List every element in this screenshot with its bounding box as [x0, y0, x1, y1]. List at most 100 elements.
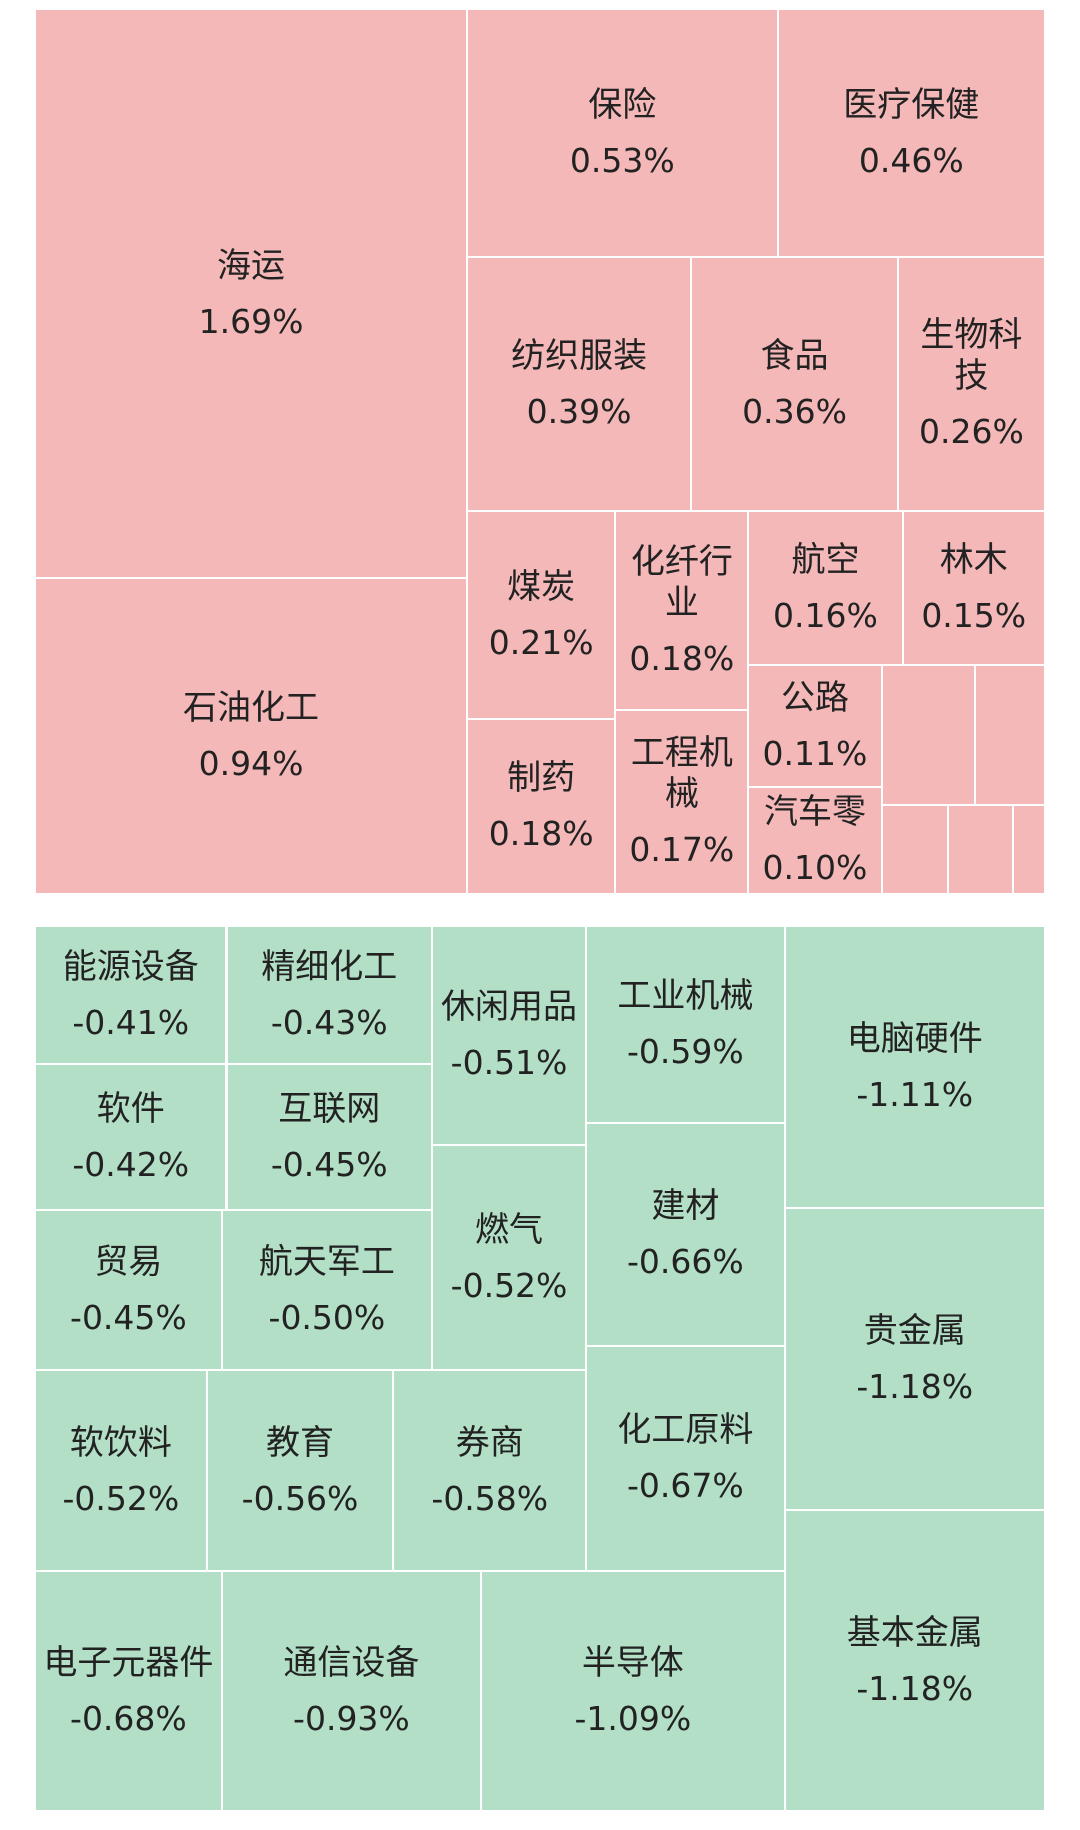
tile-label: 半导体	[581, 1643, 684, 1684]
tile-value: -0.67%	[626, 1466, 744, 1506]
tile-label: 海运	[217, 245, 286, 286]
tile-value: -1.11%	[856, 1074, 974, 1114]
tile-label: 公路	[780, 677, 849, 718]
tile-label: 食品	[760, 335, 829, 376]
tile: 通信设备 -0.93%	[221, 1570, 482, 1812]
tile-value: -0.68%	[70, 1699, 187, 1739]
tile-value: -0.41%	[72, 1002, 190, 1042]
tile: 基本金属 -1.18%	[784, 1510, 1045, 1812]
tile-label: 汽车零	[763, 792, 866, 833]
tile-label: 石油化工	[183, 687, 320, 728]
tile: 海运 1.69%	[35, 9, 468, 578]
tile-label: 教育	[266, 1422, 335, 1463]
tile-label: 医疗保健	[843, 85, 980, 126]
tile-value: 0.36%	[742, 391, 847, 431]
tile-value: 0.21%	[488, 623, 594, 663]
tile-label: 化纤行业	[630, 541, 733, 623]
tile-label: 电脑硬件	[846, 1018, 983, 1059]
tile-value: 0.11%	[762, 733, 868, 773]
tile-value: 0.18%	[629, 638, 735, 678]
tile-value: 0.16%	[773, 596, 878, 636]
tile: 软饮料 -0.52%	[35, 1370, 207, 1571]
tile-value: -0.45%	[70, 1298, 187, 1338]
tile-value: -0.56%	[241, 1478, 359, 1518]
tile-label: 林木	[939, 540, 1008, 581]
tile-label: 工业机械	[617, 976, 754, 1017]
tile-label: 保险	[588, 85, 657, 126]
tile: 互联网 -0.45%	[226, 1064, 432, 1211]
tile: 休闲用品 -0.51%	[432, 925, 587, 1145]
tile: 医疗保健 0.46%	[777, 9, 1045, 257]
tile: 化工原料 -0.67%	[586, 1345, 785, 1571]
tile-value: -0.59%	[626, 1032, 744, 1072]
tile-value: -1.18%	[856, 1668, 974, 1708]
tile-label: 贵金属	[863, 1311, 966, 1352]
tile-label: 贸易	[94, 1242, 163, 1283]
tile-unlabeled	[881, 805, 949, 894]
tile-label: 燃气	[475, 1209, 544, 1250]
tile-unlabeled	[881, 665, 975, 806]
tile-label: 纺织服装	[511, 335, 648, 376]
tile-value: -0.52%	[450, 1265, 568, 1305]
tile: 能源设备 -0.41%	[35, 925, 227, 1065]
tile: 贸易 -0.45%	[35, 1210, 222, 1371]
tile-value: -1.18%	[856, 1367, 974, 1407]
tile-value: -0.50%	[268, 1298, 386, 1338]
tile-value: 0.39%	[526, 391, 632, 431]
tile: 纺织服装 0.39%	[467, 256, 692, 512]
tile: 航天军工 -0.50%	[221, 1210, 432, 1371]
tile-label: 互联网	[278, 1089, 381, 1130]
tile-label: 建材	[651, 1186, 720, 1227]
tile-label: 券商	[455, 1422, 524, 1463]
tile-label: 航空	[791, 540, 860, 581]
tile-value: -0.45%	[270, 1145, 388, 1185]
tile: 航空 0.16%	[748, 511, 903, 666]
tile-value: 0.94%	[198, 743, 304, 783]
tile-label: 通信设备	[283, 1643, 420, 1684]
tile-value: 0.18%	[488, 814, 594, 854]
tile: 精细化工 -0.43%	[226, 925, 432, 1065]
tile-value: 0.17%	[629, 830, 735, 870]
tile-value: -0.93%	[293, 1699, 410, 1739]
tile-label: 航天军工	[258, 1242, 395, 1283]
tile-label: 软饮料	[69, 1422, 172, 1463]
tile: 工业机械 -0.59%	[586, 925, 785, 1123]
tile-unlabeled	[948, 805, 1014, 894]
tile-value: -0.58%	[431, 1478, 549, 1518]
tile: 建材 -0.66%	[586, 1122, 785, 1346]
tile: 电子元器件 -0.68%	[35, 1570, 222, 1812]
tile: 林木 0.15%	[902, 511, 1045, 666]
tile: 教育 -0.56%	[206, 1370, 394, 1571]
tile: 石油化工 0.94%	[35, 577, 468, 894]
tile-value: 0.15%	[921, 596, 1027, 636]
tile: 汽车零 0.10%	[748, 786, 882, 894]
tile: 半导体 -1.09%	[481, 1570, 785, 1812]
tile-label: 工程机械	[630, 733, 733, 815]
tile-value: -0.43%	[270, 1002, 388, 1042]
tile-label: 制药	[507, 758, 576, 799]
tile: 券商 -0.58%	[393, 1370, 587, 1571]
tile-label: 精细化工	[261, 946, 398, 987]
tile-label: 电子元器件	[43, 1643, 214, 1684]
tile-value: 0.53%	[569, 141, 675, 181]
tile: 煤炭 0.21%	[467, 511, 616, 719]
tile-value: -0.51%	[450, 1043, 568, 1083]
tile: 化纤行业 0.18%	[615, 511, 749, 710]
tile-unlabeled	[974, 665, 1045, 806]
tile: 电脑硬件 -1.11%	[784, 925, 1045, 1208]
tile-label: 基本金属	[846, 1612, 983, 1653]
tile-label: 煤炭	[507, 567, 576, 608]
tile-unlabeled	[1013, 805, 1045, 894]
tile: 软件 -0.42%	[35, 1064, 227, 1211]
tile-value: 1.69%	[198, 301, 304, 341]
tile-label: 软件	[96, 1089, 165, 1130]
tile: 生物科技 0.26%	[897, 256, 1045, 512]
tile-value: 0.46%	[858, 141, 964, 181]
tile: 公路 0.11%	[748, 665, 882, 787]
tile: 燃气 -0.52%	[432, 1144, 587, 1371]
tile-label: 休闲用品	[441, 987, 578, 1028]
tile-value: 0.26%	[918, 412, 1024, 452]
tile: 工程机械 0.17%	[615, 709, 749, 894]
tile-value: 0.10%	[762, 848, 868, 888]
